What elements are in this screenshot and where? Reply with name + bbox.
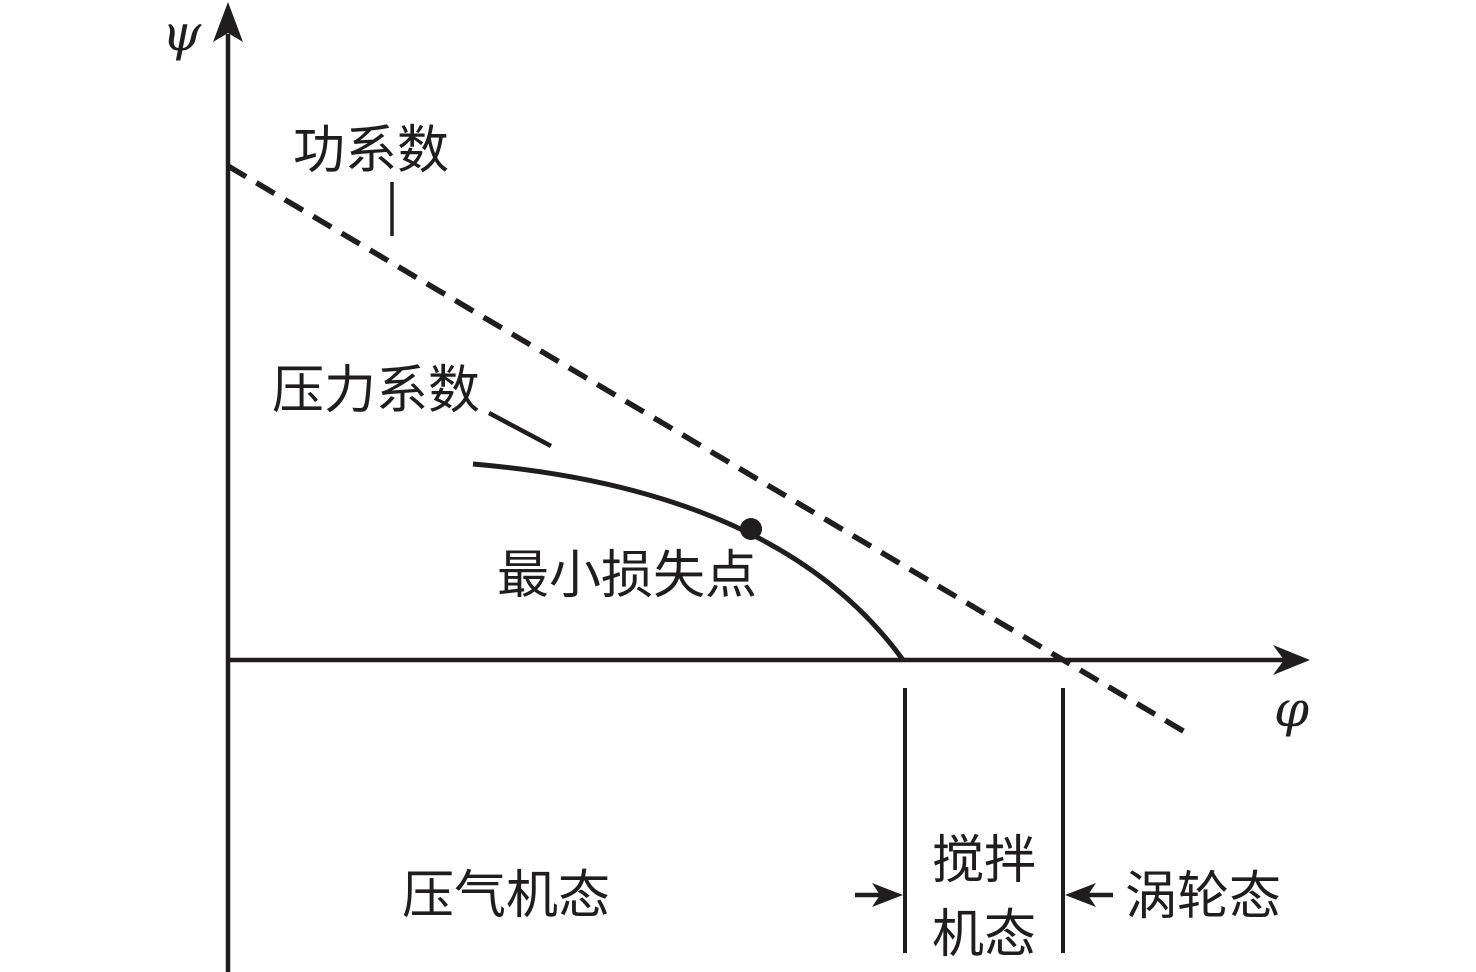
work-coefficient-dashed-line <box>226 163 1192 738</box>
x-axis-arrowhead <box>1273 645 1310 675</box>
pressure-coefficient-curve <box>472 461 906 662</box>
y-axis-label: ψ <box>162 4 202 62</box>
work-coefficient-label: 功系数 <box>293 123 450 180</box>
mixer-region-label: 搅拌 机态 <box>904 836 1064 962</box>
turbine-region-label: 涡轮态 <box>1125 869 1282 926</box>
right-arrowhead <box>872 883 903 907</box>
compressor-region-label: 压气机态 <box>402 868 611 925</box>
min-loss-point-dot <box>740 518 762 540</box>
y-axis-arrowhead <box>213 2 243 42</box>
x-axis-label: φ <box>1274 680 1310 738</box>
left-arrowhead <box>1065 883 1096 907</box>
mixer-region-label-line2: 机态 <box>931 907 1036 964</box>
pressure-coefficient-label: 压力系数 <box>272 363 481 420</box>
mixer-region-label-line1: 搅拌 <box>931 833 1036 890</box>
min-loss-point-label: 最小损失点 <box>497 548 758 605</box>
pressure-coefficient-leader-line <box>487 411 553 448</box>
